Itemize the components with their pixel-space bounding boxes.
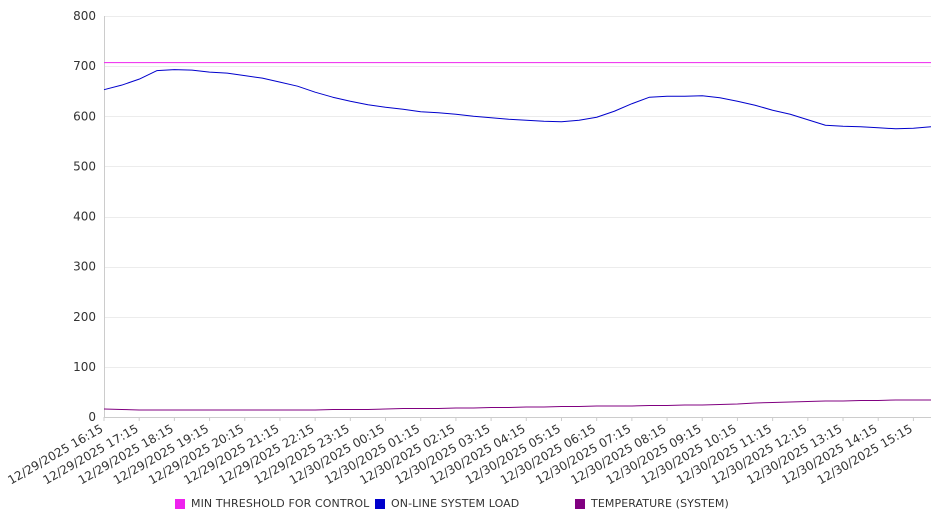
y-tick-label: 100 bbox=[73, 360, 96, 374]
axes bbox=[103, 16, 931, 421]
y-tick-label: 300 bbox=[73, 260, 96, 274]
legend-swatch-online-system-load bbox=[375, 498, 385, 509]
legend-swatch-min-threshold bbox=[175, 498, 185, 509]
legend-swatch-temperature bbox=[575, 498, 585, 509]
legend-item-online-system-load: ON-LINE SYSTEM LOAD bbox=[375, 497, 519, 510]
y-tick-label: 600 bbox=[73, 109, 96, 123]
legend-label-min-threshold: MIN THRESHOLD FOR CONTROL bbox=[191, 497, 370, 510]
series-line-1 bbox=[103, 69, 932, 130]
legend-item-min-threshold: MIN THRESHOLD FOR CONTROL bbox=[175, 497, 369, 510]
y-tick-label: 0 bbox=[88, 410, 96, 424]
y-tick-label: 500 bbox=[73, 159, 96, 173]
legend: MIN THRESHOLD FOR CONTROL ON-LINE SYSTEM… bbox=[0, 497, 946, 517]
legend-label-temperature: TEMPERATURE (SYSTEM) bbox=[591, 497, 729, 510]
y-tick-label: 200 bbox=[73, 310, 96, 324]
y-tick-labels: 0 100 200 300 400 500 600 700 800 bbox=[73, 9, 96, 424]
series-lines bbox=[103, 62, 932, 411]
series-line-2 bbox=[103, 399, 931, 411]
gridlines bbox=[104, 16, 931, 368]
y-tick-label: 700 bbox=[73, 59, 96, 73]
y-tick-label: 400 bbox=[73, 210, 96, 224]
legend-label-online-system-load: ON-LINE SYSTEM LOAD bbox=[391, 497, 520, 510]
y-tick-label: 800 bbox=[73, 9, 96, 23]
legend-item-temperature: TEMPERATURE (SYSTEM) bbox=[575, 497, 729, 510]
